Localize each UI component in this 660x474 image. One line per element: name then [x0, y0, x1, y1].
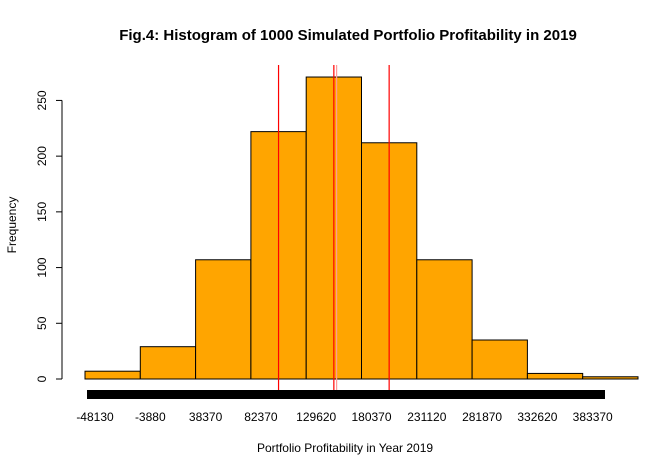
- x-tick-label: 129620: [296, 410, 336, 424]
- y-tick-label: 250: [35, 90, 49, 110]
- x-tick-label: 180370: [351, 410, 391, 424]
- reference-lines-group: [277, 65, 390, 390]
- y-tick-label: 50: [35, 316, 49, 330]
- y-axis-label: Frequency: [5, 197, 19, 254]
- x-axis-tick-labels: -48130 -3880 38370 82370 129620 180370 231120 2…: [76, 410, 613, 424]
- histogram-bar: [526, 372, 584, 380]
- x-tick-label: 383370: [573, 410, 613, 424]
- histogram-bar: [471, 339, 528, 380]
- y-axis: 0 50 100 150 200 250: [35, 90, 63, 382]
- histogram-bar: [195, 259, 252, 380]
- x-tick-label: 281870: [462, 410, 502, 424]
- histogram-bar: [139, 346, 197, 380]
- bars-group: [84, 76, 639, 380]
- x-axis-bar: [87, 390, 605, 399]
- x-tick-label: 231120: [407, 410, 446, 424]
- histogram-bar: [582, 376, 639, 380]
- x-tick-label: 82370: [244, 410, 278, 424]
- y-tick-label: 150: [35, 202, 49, 222]
- y-tick-label: 200: [35, 146, 49, 166]
- x-tick-label: -48130: [76, 410, 114, 424]
- histogram-bar: [416, 259, 473, 380]
- x-tick-label: -3880: [135, 410, 166, 424]
- x-tick-label: 38370: [189, 410, 223, 424]
- x-axis-label: Portfolio Profitability in Year 2019: [257, 441, 433, 455]
- chart-title: Fig.4: Histogram of 1000 Simulated Portf…: [119, 27, 577, 44]
- y-tick-label: 100: [35, 257, 49, 277]
- y-tick-label: 0: [35, 375, 49, 382]
- x-tick-label: 332620: [517, 410, 557, 424]
- histogram-bar: [84, 370, 141, 380]
